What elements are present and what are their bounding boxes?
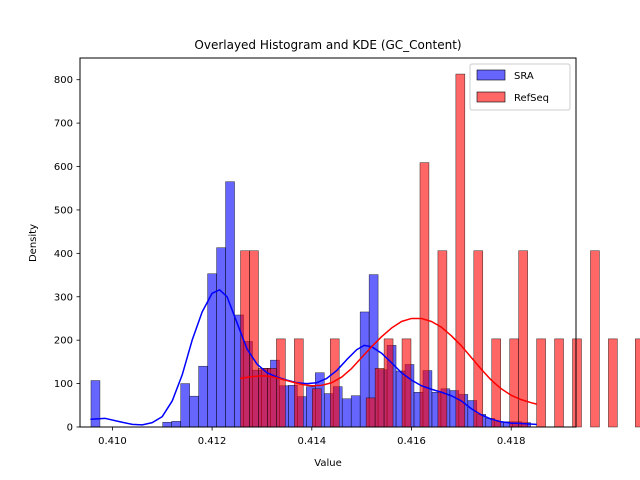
y-tick-label: 600 [54, 162, 73, 173]
bar-refseq [455, 73, 466, 428]
legend: SRA RefSeq [469, 63, 571, 111]
bar-sra [171, 421, 181, 428]
x-axis: 0.410 0.412 0.414 0.416 0.418 [98, 427, 526, 447]
bar-sra [189, 395, 199, 428]
bar-refseq [240, 250, 250, 428]
y-tick-label: 100 [54, 379, 73, 390]
bar-refseq [473, 250, 484, 428]
bar-refseq [536, 338, 546, 428]
x-tick-label: 0.416 [397, 436, 426, 447]
x-tick-label: 0.414 [297, 436, 326, 447]
x-tick-label: 0.412 [198, 436, 227, 447]
y-tick-label: 200 [54, 336, 73, 347]
legend-swatch-refseq [476, 91, 506, 103]
y-tick-label: 300 [54, 292, 73, 303]
legend-swatch-sra [476, 69, 506, 81]
y-axis-title: Density [28, 224, 39, 262]
bar-sra [198, 365, 208, 428]
kde-line-refseq [239, 317, 537, 405]
chart-title: Overlayed Histogram and KDE (GC_Content) [194, 38, 461, 52]
plot-frame [79, 57, 577, 428]
bar-refseq [276, 338, 286, 428]
bar-sra [207, 273, 217, 428]
bar-sra [90, 380, 101, 428]
bar-refseq [249, 250, 259, 428]
y-tick-label: 800 [54, 75, 73, 86]
bar-sra [216, 247, 226, 428]
y-tick-label: 500 [54, 205, 73, 216]
bar-refseq [590, 250, 600, 428]
y-tick-label: 400 [54, 249, 73, 260]
bar-refseq [554, 338, 564, 428]
bar-refseq [437, 250, 448, 428]
y-tick-label: 0 [67, 423, 73, 434]
bar-sra [162, 421, 172, 428]
y-tick-label: 700 [54, 119, 73, 130]
bar-refseq [365, 397, 376, 428]
bar-refseq [258, 368, 268, 428]
x-tick-label: 0.410 [98, 436, 127, 447]
x-tick-label: 0.418 [497, 436, 526, 447]
x-axis-title: Value [314, 458, 341, 469]
bar-sra [341, 398, 352, 428]
bar-refseq [635, 338, 640, 428]
legend-label-refseq: RefSeq [514, 93, 549, 104]
bar-sra [350, 395, 361, 428]
bar-refseq [491, 338, 501, 428]
y-axis: 0 100 200 300 400 500 600 700 800 [54, 75, 80, 434]
bar-refseq [572, 338, 582, 428]
bar-refseq [374, 368, 385, 428]
bar-sra [180, 383, 190, 428]
bar-refseq [383, 338, 394, 428]
legend-label-sra: SRA [514, 71, 534, 82]
bar-refseq [312, 388, 322, 428]
bar-refseq [509, 338, 519, 428]
bar-refseq [608, 338, 618, 428]
bar-refseq [401, 338, 412, 428]
kde-layer [90, 289, 537, 426]
kde-line-sra [90, 289, 537, 426]
